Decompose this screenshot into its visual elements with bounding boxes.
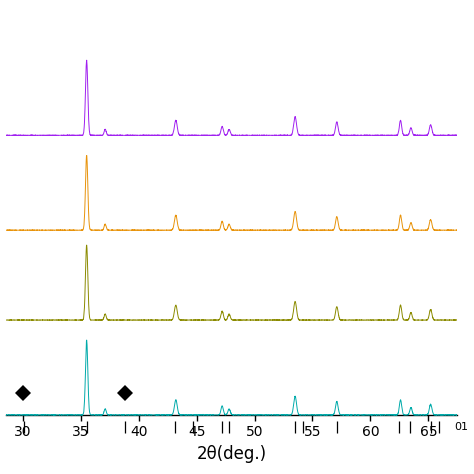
X-axis label: 2θ(deg.): 2θ(deg.) (196, 445, 266, 463)
Text: 01: 01 (454, 422, 468, 432)
